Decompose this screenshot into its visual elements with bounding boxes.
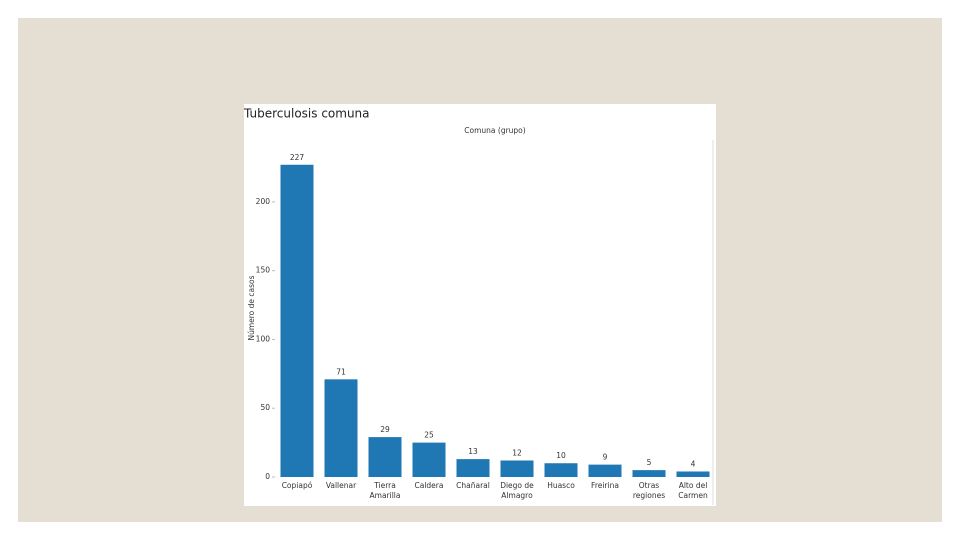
y-tick-label: 0 [265, 472, 270, 481]
value-label: 9 [603, 453, 608, 462]
x-tick-label: Freirina [591, 481, 619, 490]
y-tick-label: 100 [256, 334, 271, 343]
bar [456, 459, 490, 477]
x-tick-label: Caldera [414, 481, 444, 490]
value-label: 25 [424, 431, 434, 440]
value-label: 10 [556, 451, 566, 460]
value-label: 13 [468, 447, 478, 456]
y-axis-title: Número de casos [247, 275, 256, 340]
chart-title: Tuberculosis comuna [243, 107, 370, 121]
value-label: 4 [691, 459, 696, 468]
x-tick-label: Alto del Carmen [678, 481, 708, 500]
x-tick-label: Tierra Amarilla [369, 481, 401, 500]
bar [588, 464, 622, 477]
bar [280, 164, 314, 477]
x-tick-label: Chañaral [456, 481, 490, 490]
bar [676, 471, 710, 477]
value-label: 71 [336, 367, 346, 376]
bar [544, 463, 578, 477]
y-tick-label: 200 [256, 197, 271, 206]
x-tick-label: Diego de Almagro [500, 481, 534, 500]
x-tick-label: Otras regiones [632, 481, 666, 500]
value-label: 29 [380, 425, 390, 434]
bar [632, 470, 666, 477]
value-label: 227 [290, 153, 305, 162]
x-axis-title: Comuna (grupo) [464, 126, 525, 135]
x-tick-label: Copiapó [281, 481, 313, 490]
bar [368, 437, 402, 477]
chart-card [244, 104, 716, 506]
bar [412, 442, 446, 477]
y-tick-label: 150 [256, 266, 271, 275]
y-tick-label: 50 [260, 403, 270, 412]
bar [324, 379, 358, 477]
x-tick-label: Huasco [547, 481, 575, 490]
x-tick-label: Vallenar [325, 481, 357, 490]
value-label: 5 [647, 458, 652, 467]
bar [500, 460, 534, 477]
value-label: 12 [512, 448, 522, 457]
